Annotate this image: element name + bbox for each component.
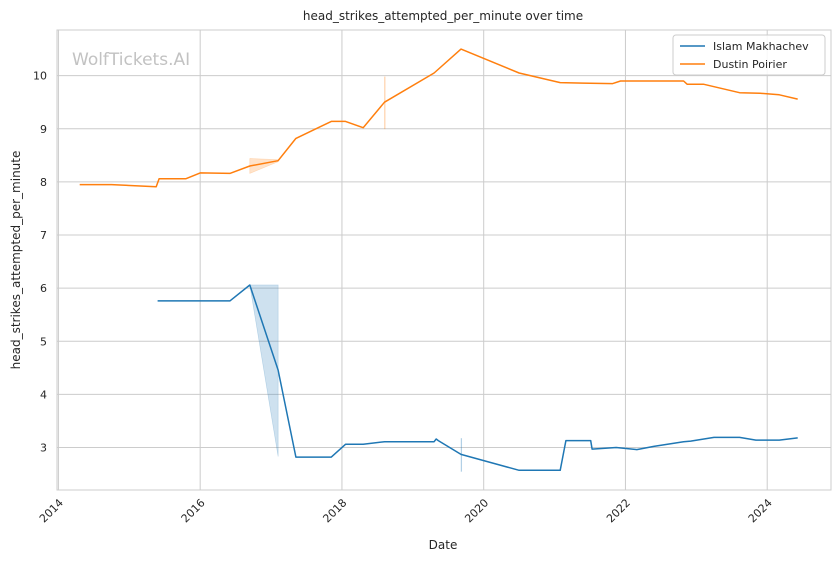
plot-frame <box>56 29 832 491</box>
y-axis-label: head_strikes_attempted_per_minute <box>9 151 23 370</box>
legend-label-islam-makhachev: Islam Makhachev <box>713 40 809 53</box>
chart-title: head_strikes_attempted_per_minute over t… <box>303 9 583 23</box>
y-axis-ticks: 3 4 5 6 7 8 9 10 <box>33 70 47 455</box>
plot-area <box>56 29 832 491</box>
y-tick-label-4: 4 <box>40 388 47 401</box>
legend-box <box>672 34 826 76</box>
plot-background <box>57 30 831 490</box>
y-tick-label-6: 6 <box>40 282 47 295</box>
y-tick-label-5: 5 <box>40 335 47 348</box>
legend: Islam Makhachev Dustin Poirier <box>672 34 826 76</box>
x-axis-label: Date <box>429 538 458 552</box>
series-line-dustin-poirier <box>79 48 798 188</box>
legend-label-dustin-poirier: Dustin Poirier <box>713 58 787 71</box>
y-tick-label-7: 7 <box>40 229 47 242</box>
y-tick-label-3: 3 <box>40 442 47 455</box>
series-line-islam-makhachev <box>157 284 798 472</box>
grid-lines <box>57 30 831 490</box>
y-tick-label-9: 9 <box>40 123 47 136</box>
y-tick-label-8: 8 <box>40 176 47 189</box>
series-lines <box>79 48 798 472</box>
y-tick-label-10: 10 <box>33 70 47 83</box>
watermark: WolfTickets.AI <box>72 50 190 70</box>
